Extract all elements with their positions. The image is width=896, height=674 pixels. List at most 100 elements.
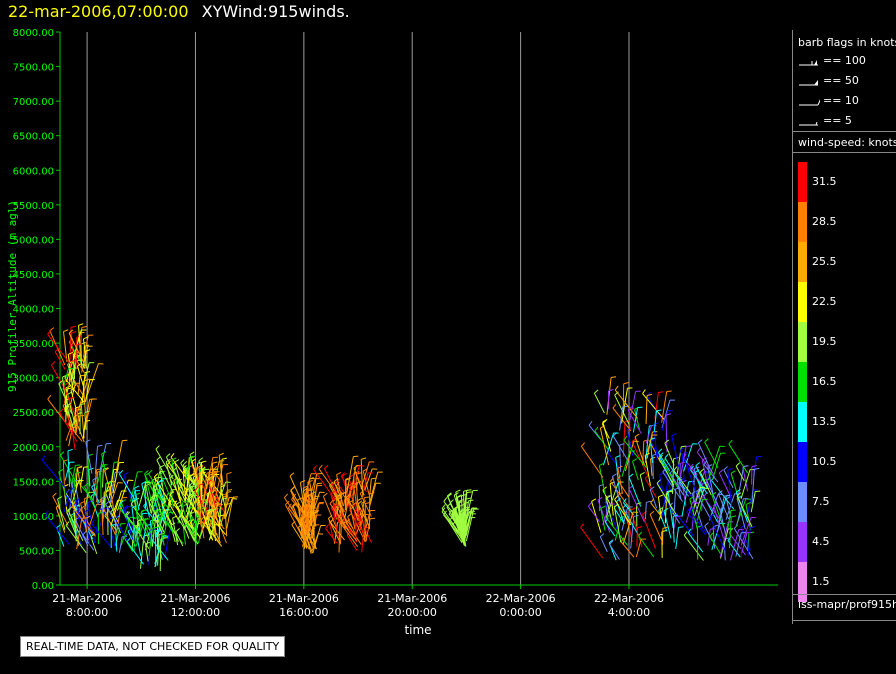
x-tick-date: 22-Mar-2006 (486, 592, 556, 605)
colorbar-label: 19.5 (812, 335, 837, 348)
wind-barb-flag (73, 479, 79, 482)
wind-barb (291, 524, 308, 549)
wind-barb-flag (623, 498, 627, 503)
wind-barb (134, 494, 138, 520)
x-tick-time: 4:00:00 (608, 606, 650, 619)
wind-barb-flag (352, 501, 357, 506)
wind-barb (166, 489, 172, 510)
wind-barb (83, 498, 87, 515)
wind-barb (151, 495, 154, 514)
wind-barb (164, 529, 171, 559)
wind-barb-flag (313, 465, 318, 470)
wind-barb (91, 486, 100, 504)
wind-barb (88, 469, 91, 487)
wind-barb (41, 459, 66, 489)
wind-barb-flag (170, 522, 176, 526)
wind-barb (580, 446, 604, 478)
wind-barb (713, 505, 725, 539)
wind-barb-flag (602, 418, 608, 423)
wind-barb (650, 458, 653, 476)
wind-barb-flag (153, 494, 159, 497)
wind-barb-flag (285, 500, 290, 506)
wind-barb (151, 477, 157, 500)
wind-barb-flag (345, 478, 351, 481)
wind-barb (195, 508, 203, 532)
wind-barb-flag (298, 523, 303, 528)
wind-barb-flag (119, 500, 124, 505)
wind-barb (672, 516, 675, 543)
wind-barb (728, 532, 747, 556)
wind-barb (71, 428, 76, 451)
wind-barb (642, 393, 666, 421)
wind-barb (452, 512, 467, 537)
wind-barb-flag (587, 502, 592, 507)
wind-barb (340, 522, 359, 548)
colorbar-swatch (798, 522, 807, 562)
wind-barb (73, 510, 77, 542)
wind-barb-flag (201, 460, 207, 463)
wind-barb-flag (221, 457, 227, 460)
wind-barb-flag (207, 512, 213, 517)
wind-barb (673, 488, 677, 511)
wind-barb (85, 441, 93, 474)
wind-barb-flag (309, 500, 315, 503)
wind-barb-flag (353, 464, 359, 469)
wind-barb-flag (114, 514, 120, 519)
wind-barb (62, 405, 73, 428)
wind-barb (707, 529, 711, 546)
wind-barb (84, 511, 91, 545)
wind-barb-flag (699, 468, 705, 473)
wind-barb-flag (101, 451, 107, 455)
wind-barb (741, 532, 748, 554)
axis-layer: 0.00 500.00 1000.00 1500.00 2000.00 2500.00 30… (13, 28, 778, 619)
wind-barb (642, 514, 656, 549)
wind-barb-flag (594, 426, 599, 432)
wind-barb (464, 508, 473, 537)
wind-barb (751, 469, 755, 504)
wind-barb-flag (371, 477, 377, 480)
wind-barb-flag (614, 391, 619, 396)
wind-barb (725, 493, 736, 520)
wind-barb-flag (289, 472, 295, 477)
wind-barb (81, 372, 86, 404)
wind-barb-flag (173, 500, 178, 505)
wind-barb-flag (172, 467, 178, 472)
legend-panel: barb flags in knots == 100 == 50 == 10 =… (792, 30, 896, 624)
wind-barb (707, 466, 715, 498)
wind-barb (182, 464, 197, 488)
wind-barb (76, 518, 83, 550)
wind-barb-flag (201, 466, 206, 472)
wind-barb (658, 458, 675, 486)
wind-barb-flag (465, 508, 471, 511)
wind-barb-flag (185, 465, 191, 469)
wind-barb (57, 498, 66, 530)
y-tick-label: 4500.00 (13, 270, 54, 281)
wind-barb-flag (681, 445, 687, 448)
wind-barb (135, 518, 146, 547)
wind-barb-flag (451, 511, 456, 517)
wind-barb (355, 483, 359, 512)
wind-barb (152, 501, 174, 534)
wind-barb (689, 511, 708, 534)
wind-barb-flag (633, 515, 639, 517)
wind-barb-flag (182, 469, 188, 472)
wind-barb (105, 492, 120, 525)
wind-barb-flag (719, 506, 725, 510)
wind-barb-flag (361, 500, 367, 504)
wind-barb (75, 415, 80, 436)
wind-barb (148, 527, 153, 557)
wind-barb-flag (153, 473, 159, 478)
wind-barb (179, 513, 197, 543)
wind-barb (619, 406, 624, 431)
wind-barb (115, 440, 123, 474)
wind-barb (82, 421, 86, 440)
colorbar-swatch (798, 562, 807, 602)
wind-barb (693, 487, 701, 509)
wind-barb (712, 526, 716, 549)
wind-barb-flag (597, 496, 603, 501)
wind-barb-flag (735, 488, 741, 493)
colorbar-label: 13.5 (812, 415, 837, 428)
wind-barb (462, 510, 471, 530)
wind-barb (451, 516, 466, 538)
colorbar-swatch (798, 162, 807, 202)
